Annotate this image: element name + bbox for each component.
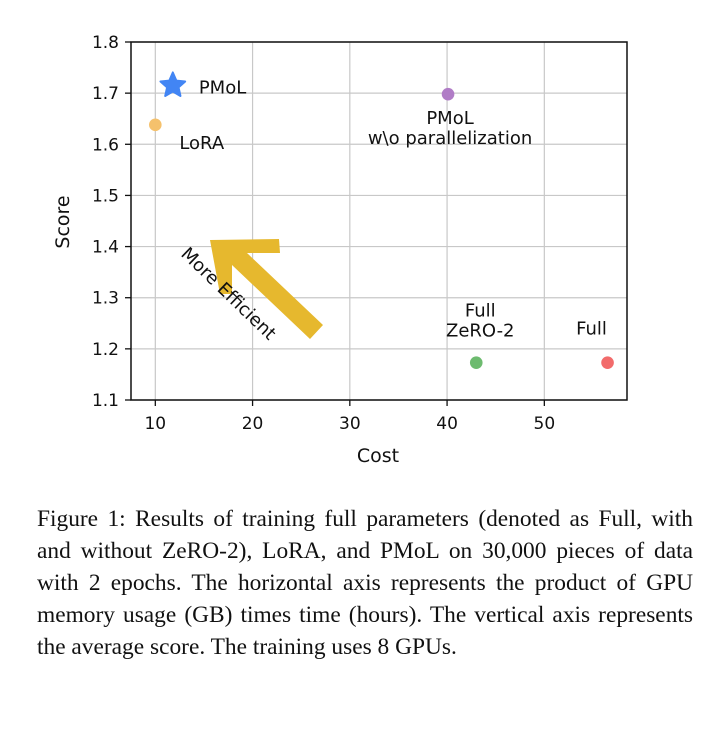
y-tick-label: 1.5 xyxy=(92,186,119,206)
y-tick-label: 1.8 xyxy=(92,33,119,53)
point-marker xyxy=(469,356,483,369)
arrow-shape xyxy=(210,239,323,339)
y-axis-title: Score xyxy=(52,195,74,248)
x-tick-label: 30 xyxy=(339,414,361,434)
point-marker xyxy=(441,87,455,101)
x-tick-label: 50 xyxy=(534,414,556,434)
figure: 10 20 30 40 50 1.1 1.2 1.3 1.4 1.5 1.6 1.7 1.8 Cost Sc… xyxy=(52,33,628,467)
y-tick-label: 1.1 xyxy=(92,391,119,411)
figure-caption: Figure 1: Results of training full param… xyxy=(37,506,693,660)
point-label: Full xyxy=(576,319,607,340)
y-tick-label: 1.2 xyxy=(92,340,119,360)
x-tick-label: 40 xyxy=(436,414,458,434)
efficiency-arrow xyxy=(210,239,323,339)
x-tick-label: 20 xyxy=(242,414,264,434)
point-label: PMoL xyxy=(199,77,246,98)
point-marker xyxy=(149,118,162,132)
scatter-chart: 10 20 30 40 50 1.1 1.2 1.3 1.4 1.5 1.6 1.7 1.8 Cost Sc… xyxy=(52,33,628,467)
point-marker xyxy=(159,71,187,97)
y-tick-label: 1.4 xyxy=(92,238,119,258)
point-label: ZeRO-2 xyxy=(446,321,515,342)
y-tick-label: 1.6 xyxy=(92,135,119,155)
x-tick-label: 10 xyxy=(144,414,166,434)
point-label: Full xyxy=(465,301,496,322)
plot-frame xyxy=(130,41,628,401)
y-tick-label: 1.7 xyxy=(92,84,119,104)
point-label: LoRA xyxy=(179,133,225,154)
point-label: w\o parallelization xyxy=(368,128,532,149)
point-label: PMoL xyxy=(426,108,473,129)
x-axis-title: Cost xyxy=(357,445,399,467)
y-tick-label: 1.3 xyxy=(92,289,119,309)
point-marker xyxy=(601,356,614,369)
